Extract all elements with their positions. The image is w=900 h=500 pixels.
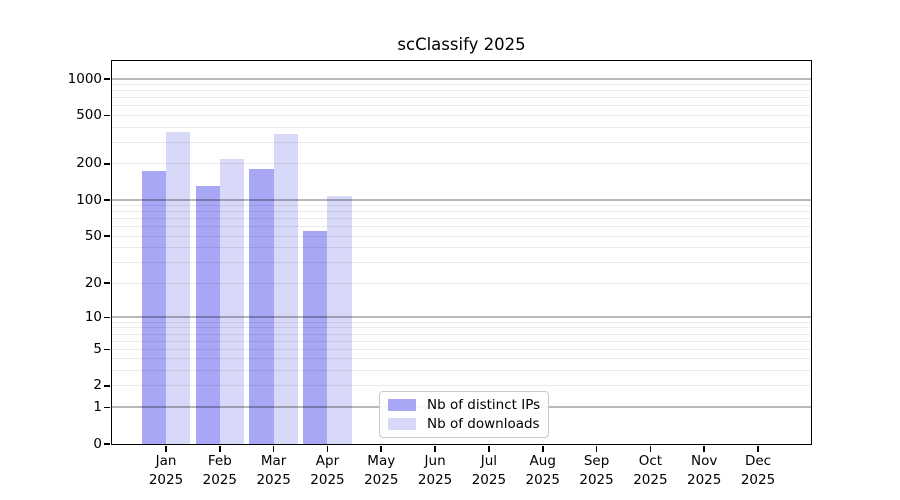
x-tick-label-may: May 2025: [336, 452, 426, 490]
x-tick-label-dec: Dec 2025: [713, 452, 803, 490]
legend: Nb of distinct IPs Nb of downloads: [379, 391, 550, 438]
x-tick-apr: [326, 446, 329, 452]
x-label-month: Jun: [424, 453, 446, 469]
x-label-year: 2025: [525, 472, 560, 488]
x-tick-label-oct: Oct 2025: [605, 452, 695, 490]
y-tick-label-0: 0: [93, 435, 102, 452]
bar-distinct-ips-mar: [249, 169, 274, 444]
y-tick-100: [104, 199, 111, 201]
x-label-year: 2025: [687, 472, 722, 488]
x-label-year: 2025: [310, 472, 345, 488]
x-tick-label-apr: Apr 2025: [282, 452, 372, 490]
x-label-month: Jan: [155, 453, 177, 469]
bar-downloads-jan: [166, 132, 191, 444]
y-tick-label-10: 10: [84, 308, 102, 325]
x-tick-aug: [541, 446, 544, 452]
y-tick-label-100: 100: [76, 191, 102, 208]
x-tick-label-feb: Feb 2025: [175, 452, 265, 490]
y-tick-10: [104, 316, 111, 319]
gridline-minor-400: [112, 126, 811, 128]
gridline-minor-700: [112, 97, 811, 99]
x-label-month: Aug: [529, 453, 556, 469]
x-tick-nov: [703, 446, 705, 452]
bar-downloads-apr: [327, 196, 352, 444]
y-tick-label-5: 5: [93, 340, 102, 357]
y-tick-label-50: 50: [84, 227, 102, 244]
y-tick-0: [104, 443, 111, 445]
x-label-month: Dec: [744, 453, 772, 469]
x-tick-label-jun: Jun 2025: [390, 452, 480, 490]
x-tick-dec: [757, 446, 759, 452]
bar-downloads-mar: [273, 133, 298, 444]
x-label-month: Apr: [315, 453, 340, 469]
legend-item-distinct-ips: Nb of distinct IPs: [388, 397, 540, 413]
y-tick-label-1000: 1000: [67, 70, 102, 87]
y-tick-20: [104, 282, 111, 284]
legend-label-distinct-ips: Nb of distinct IPs: [427, 397, 541, 413]
bar-downloads-feb: [219, 158, 245, 444]
x-label-year: 2025: [417, 472, 453, 488]
x-label-year: 2025: [202, 472, 237, 488]
x-label-year: 2025: [471, 472, 507, 488]
y-tick-50: [104, 235, 111, 238]
gridline-minor-200: [112, 163, 811, 165]
x-tick-jun: [434, 446, 436, 452]
y-tick-2: [104, 385, 111, 387]
x-tick-label-jul: Jul 2025: [444, 452, 534, 490]
y-tick-500: [104, 114, 111, 117]
bar-distinct-ips-feb: [195, 186, 220, 444]
x-label-month: Jul: [480, 453, 498, 469]
x-tick-oct: [649, 446, 652, 452]
bar-distinct-ips-apr: [303, 231, 328, 444]
plot-area: 0 1 2 5 10 20 50 100 200 500 1000 Jan 2025 Feb 2025 Mar…: [68, 60, 812, 488]
x-tick-sep: [595, 446, 598, 452]
x-label-year: 2025: [740, 472, 776, 488]
x-tick-jan: [165, 446, 167, 452]
gridline-major-1000: [112, 78, 811, 80]
legend-swatch-downloads: [388, 418, 416, 430]
x-tick-label-jan: Jan 2025: [121, 452, 211, 490]
x-label-month: Mar: [260, 453, 287, 469]
y-tick-200: [104, 163, 111, 165]
x-label-year: 2025: [256, 472, 291, 488]
gridline-minor-900: [112, 84, 811, 86]
x-label-month: Nov: [691, 453, 718, 469]
chart-title: scClassify 2025: [397, 35, 526, 54]
y-tick-5: [104, 348, 111, 351]
x-tick-feb: [219, 446, 221, 452]
x-label-month: May: [367, 453, 396, 469]
x-tick-label-sep: Sep 2025: [552, 452, 642, 490]
x-tick-label-aug: Aug 2025: [498, 452, 588, 490]
legend-item-downloads: Nb of downloads: [388, 416, 540, 432]
gridline-minor-300: [112, 141, 811, 143]
y-tick-label-1: 1: [93, 398, 102, 415]
y-tick-label-20: 20: [84, 274, 102, 291]
gridline-minor-800: [112, 90, 811, 92]
x-label-month: Feb: [207, 453, 232, 469]
x-tick-label-nov: Nov 2025: [659, 452, 749, 490]
legend-label-downloads: Nb of downloads: [427, 416, 540, 432]
bar-distinct-ips-jan: [141, 170, 166, 444]
x-label-month: Sep: [583, 453, 610, 469]
x-label-year: 2025: [579, 472, 614, 488]
x-label-year: 2025: [364, 472, 399, 488]
y-tick-label-2: 2: [93, 377, 102, 394]
y-tick-label-200: 200: [76, 155, 102, 172]
x-tick-jul: [488, 446, 490, 452]
x-tick-may: [380, 446, 383, 452]
y-tick-1: [104, 406, 111, 409]
legend-swatch-distinct-ips: [388, 399, 416, 411]
gridline-minor-500: [112, 115, 811, 117]
x-label-year: 2025: [633, 472, 668, 488]
y-tick-1000: [104, 78, 111, 80]
x-tick-label-mar: Mar 2025: [229, 452, 319, 490]
x-label-year: 2025: [148, 472, 184, 488]
x-tick-mar: [272, 446, 275, 452]
y-tick-label-500: 500: [76, 107, 102, 124]
gridline-minor-600: [112, 105, 811, 107]
x-label-month: Oct: [638, 453, 663, 469]
